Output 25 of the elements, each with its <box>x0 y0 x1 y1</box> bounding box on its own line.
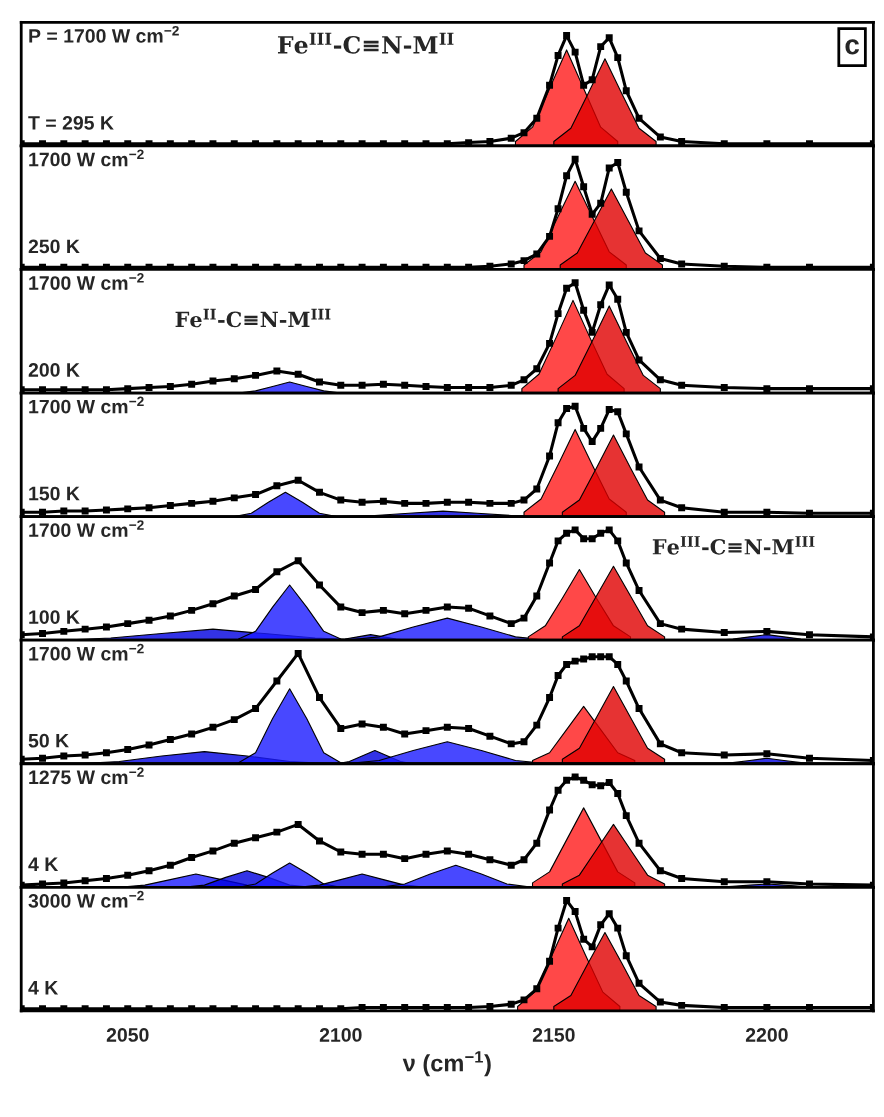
annotation: c <box>845 39 859 55</box>
x-tick-label: 2150 <box>532 1028 575 1042</box>
annotation: 100 K <box>29 610 80 624</box>
annotation: 1700 W cm$^{−2}$ <box>29 149 144 167</box>
x-tick-label: 2100 <box>319 1028 362 1042</box>
annotation: 3000 W cm$^{−2}$ <box>28 890 144 908</box>
annotation: 1700 W cm$^{−2}$ <box>29 396 144 414</box>
annotation: 1700 W cm$^{−2}$ <box>29 643 144 661</box>
annotation: P = 1700 W cm$^{−2}$ <box>29 25 179 43</box>
annotation: 1700 W cm$^{−2}$ <box>29 520 144 538</box>
annotation: Fe$^{III}$-C≡N-M$^{III}$ <box>652 536 815 555</box>
annotation: 250 K <box>28 239 80 254</box>
annotation: 4 K <box>28 981 59 995</box>
annotation: 4 K <box>28 857 59 871</box>
annotation: 50 K <box>28 733 69 748</box>
annotation: Fe$^{III}$-C≡N-M$^{II}$ <box>277 32 454 54</box>
x-tick-label: 2200 <box>745 1028 788 1042</box>
annotation: 1700 W cm$^{−2}$ <box>29 273 144 290</box>
annotation: T = 295 K <box>28 115 114 130</box>
x-axis-title: ν (cm$^{−1}$) <box>402 1051 491 1077</box>
annotation: 150 K <box>29 486 80 501</box>
x-tick-label: 2050 <box>106 1028 149 1042</box>
annotation: 200 K <box>28 363 80 377</box>
annotation: Fe$^{II}$-C≡N-M$^{III}$ <box>175 308 331 328</box>
annotation: 1275 W cm$^{−2}$ <box>29 767 144 785</box>
